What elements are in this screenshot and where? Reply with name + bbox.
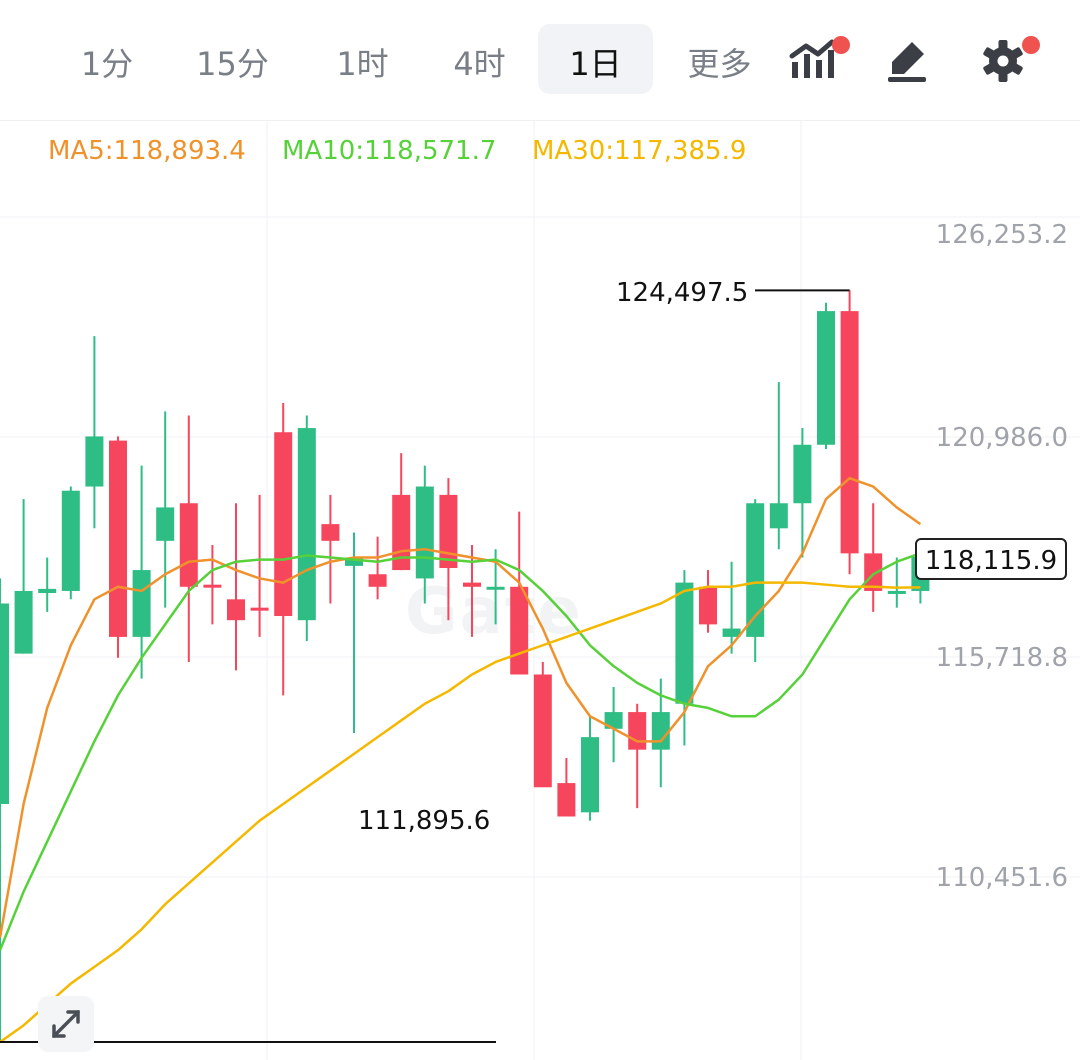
low-price-marker: 111,895.6 xyxy=(358,806,491,836)
candle-body xyxy=(604,712,623,729)
candle-body xyxy=(817,311,835,445)
candle-body xyxy=(439,494,458,568)
candle-body xyxy=(0,603,9,804)
candle-body xyxy=(463,582,481,587)
price-axis-label: 115,718.8 xyxy=(935,643,1068,673)
candle-body xyxy=(179,503,198,587)
tab-1d[interactable]: 1日 xyxy=(538,24,653,94)
candle-body xyxy=(533,674,552,788)
ma5-line xyxy=(0,476,922,938)
candle-body xyxy=(746,503,765,637)
candle-body xyxy=(769,503,788,529)
expand-icon xyxy=(52,1010,80,1038)
last-price-label: 118,115.9 xyxy=(915,538,1067,580)
candle-body xyxy=(274,432,293,617)
price-axis-label: 110,451.6 xyxy=(935,863,1068,893)
candle-body xyxy=(651,712,670,750)
tab-more[interactable]: 更多 xyxy=(687,45,752,83)
draw-icon[interactable] xyxy=(882,36,932,86)
candle-body xyxy=(345,557,363,566)
candle-body xyxy=(722,628,741,637)
candle-body xyxy=(415,486,434,579)
candle-body xyxy=(203,584,222,588)
ma30-line xyxy=(0,581,921,1044)
tab-1m[interactable]: 1分 xyxy=(80,45,134,83)
candle-body xyxy=(38,588,57,594)
tab-4h[interactable]: 4时 xyxy=(453,45,506,83)
timeframe-toolbar: 1分 15分 1时 4时 1日 更多 xyxy=(0,0,1080,121)
ma10-label: MA10:118,571.7 xyxy=(282,136,497,166)
candle-body xyxy=(14,590,33,654)
indicators-notification-dot xyxy=(832,36,850,54)
candle-body xyxy=(486,586,505,590)
candle-body xyxy=(699,586,717,625)
tab-15m[interactable]: 15分 xyxy=(196,45,269,83)
candle-body xyxy=(887,590,906,594)
ma10-line xyxy=(0,552,921,951)
price-axis-label: 126,253.2 xyxy=(935,220,1068,250)
candle-body xyxy=(557,783,576,817)
indicators-icon[interactable] xyxy=(788,36,850,86)
price-axis-label: 120,986.0 xyxy=(935,423,1068,453)
candle-body xyxy=(840,311,859,554)
candle-body xyxy=(85,436,104,487)
candle-body xyxy=(109,440,127,637)
candlestick-chart[interactable] xyxy=(0,120,1080,1060)
expand-chart-button[interactable] xyxy=(38,996,94,1052)
candle-body xyxy=(864,553,883,591)
settings-icon[interactable] xyxy=(978,36,1040,86)
ma30-label: MA30:117,385.9 xyxy=(532,136,747,166)
candle-body xyxy=(675,582,694,704)
candle-body xyxy=(132,570,151,637)
candle-body xyxy=(61,490,80,591)
candle-body xyxy=(156,507,175,541)
high-price-marker: 124,497.5 xyxy=(616,278,749,308)
candle-body xyxy=(250,607,269,611)
candle-body xyxy=(368,574,387,587)
settings-notification-dot xyxy=(1022,36,1040,54)
candle-body xyxy=(297,428,316,621)
tab-1h[interactable]: 1时 xyxy=(336,45,389,83)
candle-body xyxy=(628,712,647,750)
candle-body xyxy=(321,524,340,541)
candle-body xyxy=(581,737,599,813)
candle-body xyxy=(793,444,812,504)
candle-body xyxy=(227,599,245,621)
ma5-label: MA5:118,893.4 xyxy=(48,136,246,166)
candle-body xyxy=(510,586,529,675)
